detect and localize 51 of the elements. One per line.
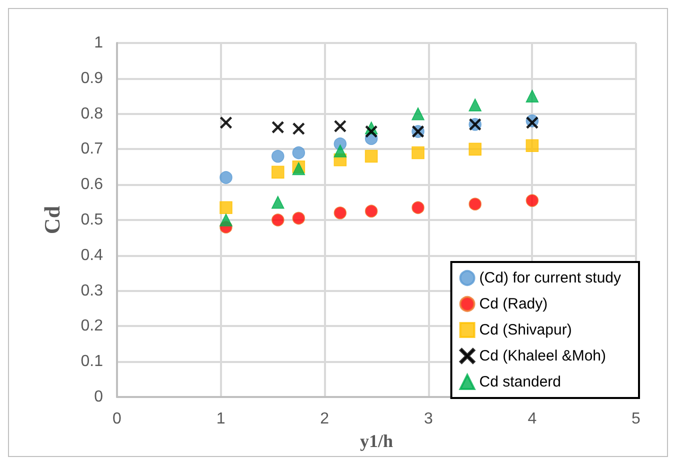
point <box>468 98 482 112</box>
y-tick-label: 0.4 <box>80 246 104 264</box>
point <box>220 214 232 226</box>
y-tick-label: 1 <box>94 34 104 52</box>
legend-label: Cd (Khaleel &Moh) <box>479 348 606 364</box>
point <box>292 212 306 225</box>
legend-label: (Cd) for current study <box>479 270 622 286</box>
x-tick-label: 2 <box>320 410 330 428</box>
point <box>526 194 539 207</box>
y-tick-label: 0.6 <box>80 176 104 194</box>
x-axis-title: y1/h <box>360 430 394 451</box>
y-axis-title: Cd <box>40 206 64 234</box>
point <box>412 146 424 160</box>
point <box>292 122 305 135</box>
point <box>364 204 378 218</box>
point <box>468 142 482 156</box>
point <box>220 116 232 129</box>
point <box>334 144 347 158</box>
legend-label: Cd (Shivapur) <box>479 322 572 338</box>
y-tick-label: 0.5 <box>80 212 104 228</box>
point <box>334 206 347 220</box>
point <box>272 121 284 134</box>
point <box>526 139 539 152</box>
point <box>412 201 424 214</box>
point <box>364 150 378 163</box>
y-tick-label: 0.7 <box>80 140 104 158</box>
point <box>412 107 424 120</box>
x-tick-label: 0 <box>112 410 122 428</box>
x-tick-label: 5 <box>632 410 641 428</box>
point <box>526 116 538 129</box>
x-tick-label: 4 <box>528 410 537 428</box>
point <box>292 146 306 160</box>
x-tick-label: 3 <box>424 410 433 428</box>
point <box>468 198 482 210</box>
point <box>220 201 232 214</box>
point <box>272 214 284 226</box>
y-tick-label: 0.8 <box>80 105 104 122</box>
legend-label: Cd standerd <box>479 374 562 390</box>
point <box>271 196 284 209</box>
y-tick-label: 0.1 <box>80 353 104 370</box>
point <box>334 120 346 132</box>
legend-label: Cd (Rady) <box>479 296 548 312</box>
point <box>272 150 284 163</box>
point <box>526 90 539 102</box>
y-tick-label: 0.9 <box>80 70 104 87</box>
y-tick-label: 0.3 <box>80 282 104 300</box>
point <box>271 166 284 179</box>
x-tick-label: 1 <box>216 410 226 428</box>
y-tick-label: 0 <box>94 388 104 406</box>
point <box>220 171 232 184</box>
y-tick-label: 0.2 <box>80 318 104 335</box>
